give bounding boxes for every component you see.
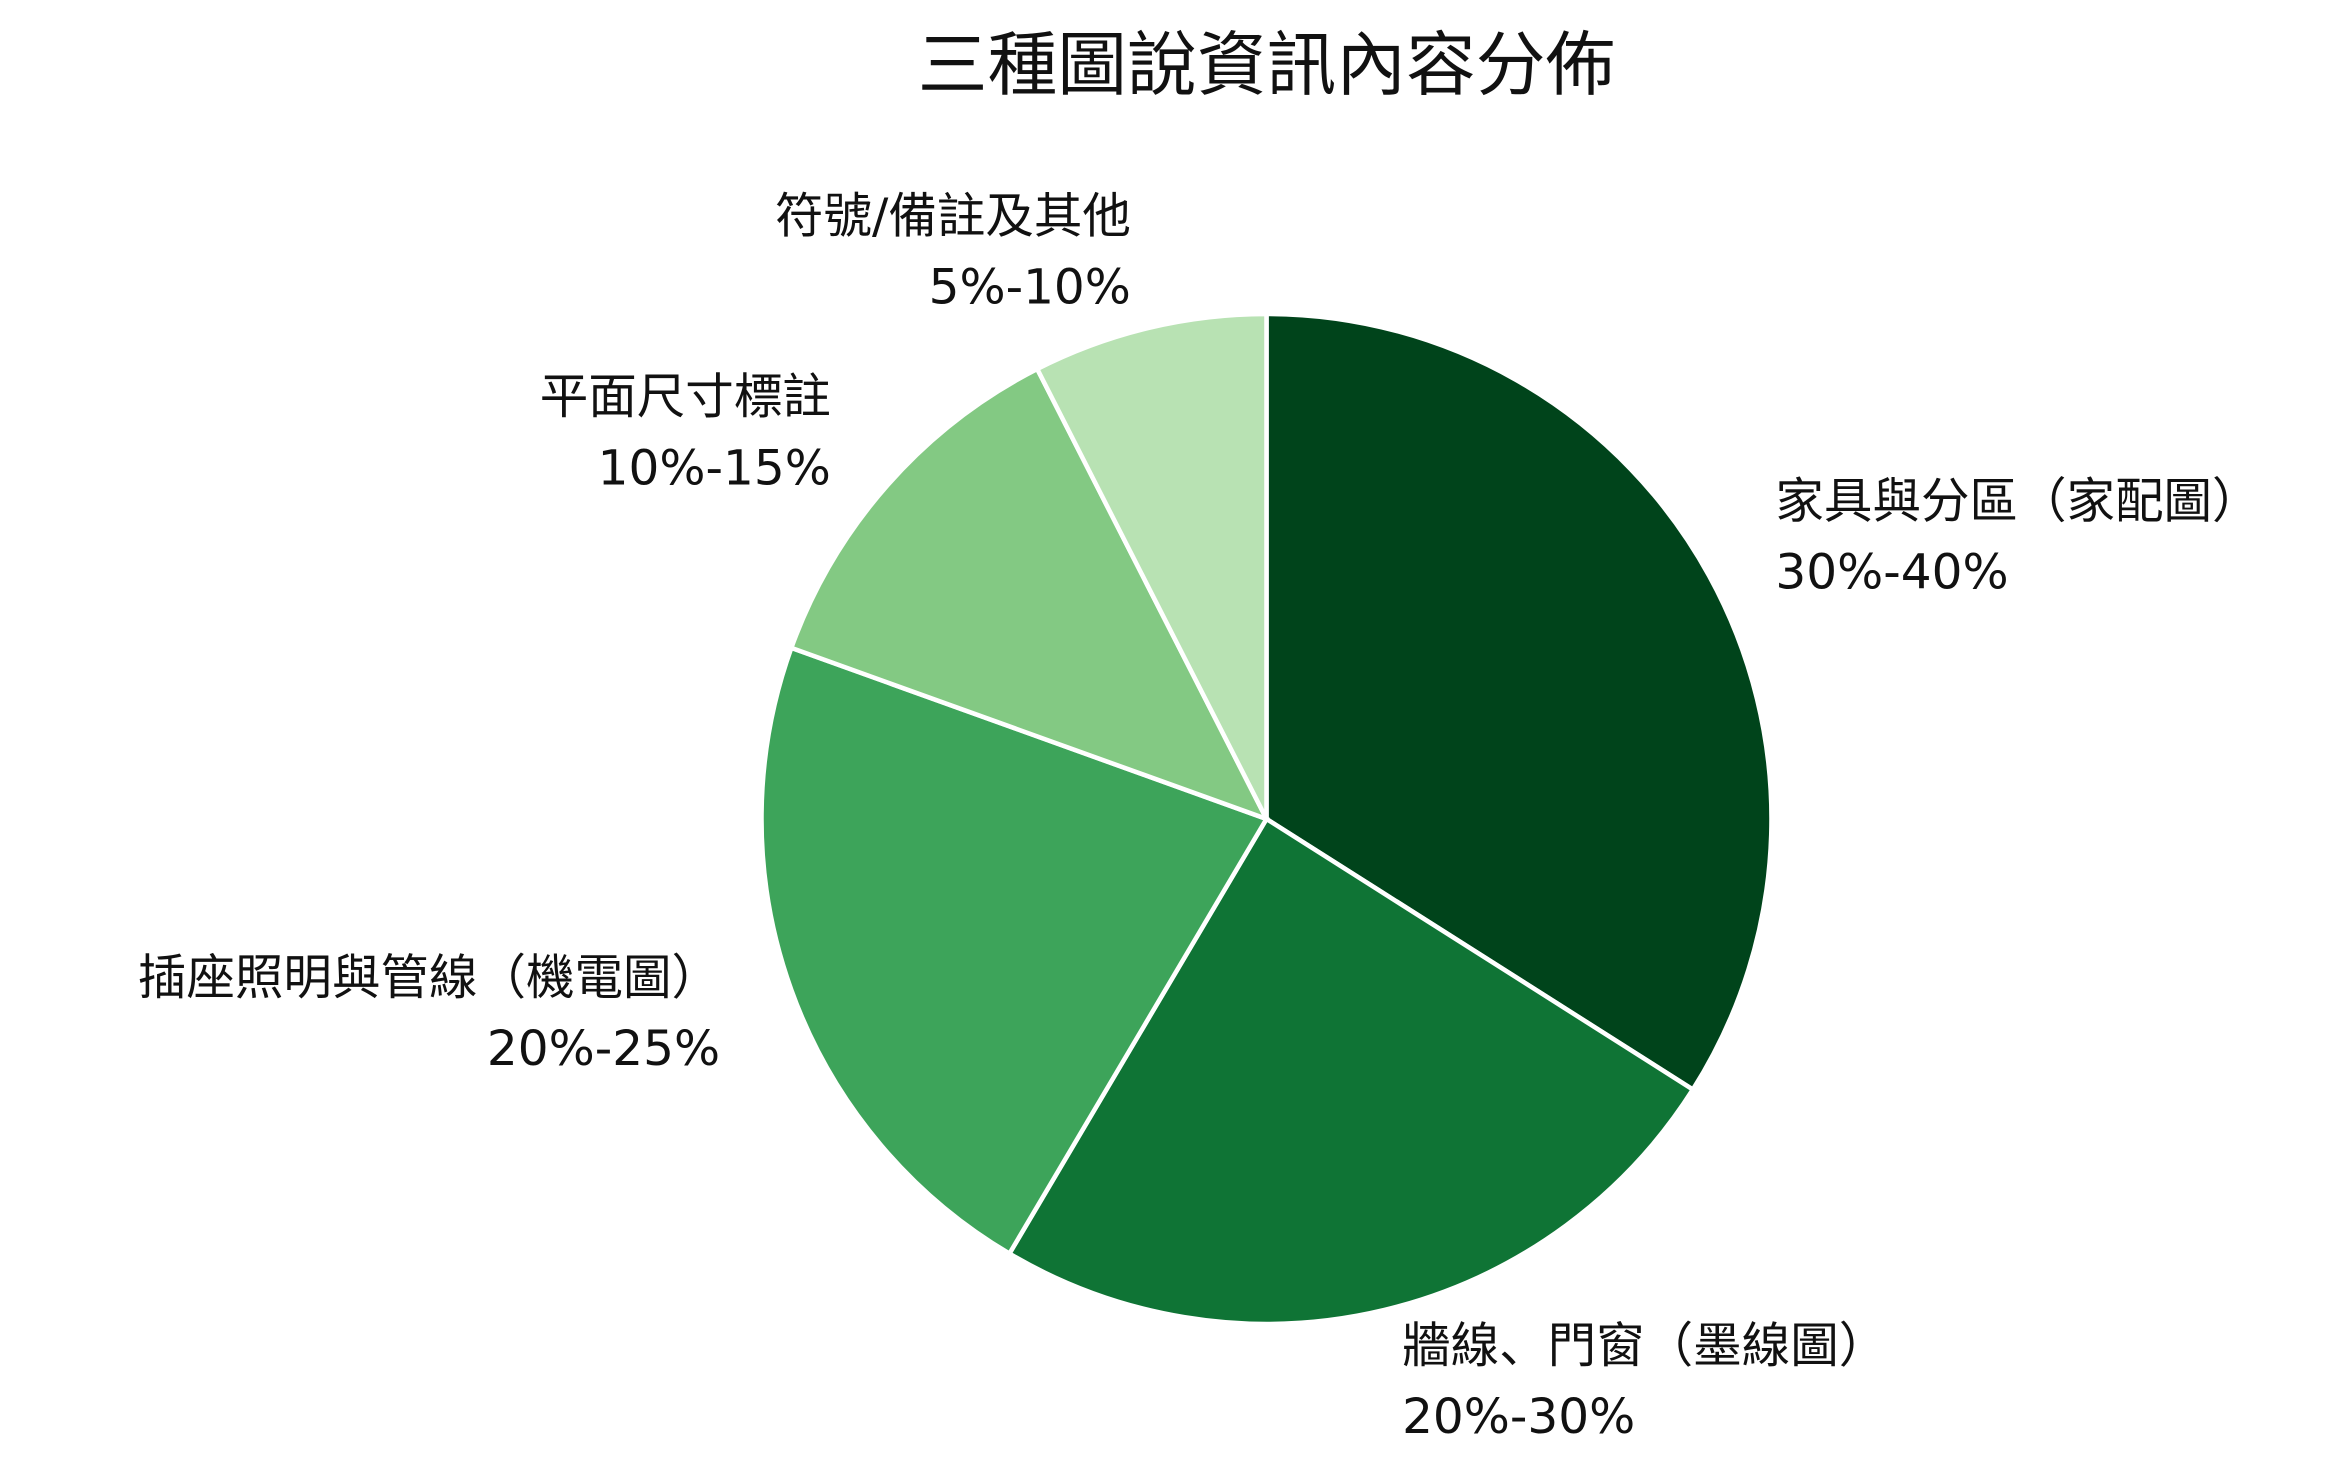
slice-range-label: 10%-15% — [598, 440, 831, 496]
pie-slice — [1264, 311, 1774, 1093]
slice-label: 平面尺寸標註 — [540, 369, 831, 425]
chart-title: 三種圖說資訊內容分佈 — [918, 25, 1616, 106]
slice-range-label: 20%-25% — [487, 1021, 720, 1077]
slice-label: 家具與分區（家配圖） — [1775, 473, 2260, 529]
slice-range-label: 5%-10% — [929, 260, 1131, 316]
slice-label: 牆線、門窗（墨線圖） — [1402, 1318, 1887, 1374]
pie-slice — [1034, 311, 1269, 820]
slice-range-label: 20%-30% — [1402, 1389, 1635, 1445]
slice-range-label: 30%-40% — [1775, 545, 2008, 601]
pie-slice — [1006, 815, 1697, 1327]
pie-slice — [759, 644, 1270, 1257]
slice-label: 符號/備註及其他 — [775, 188, 1131, 244]
slice-label: 插座照明與管線（機電圖） — [138, 950, 720, 1006]
pie-slice — [788, 365, 1272, 824]
